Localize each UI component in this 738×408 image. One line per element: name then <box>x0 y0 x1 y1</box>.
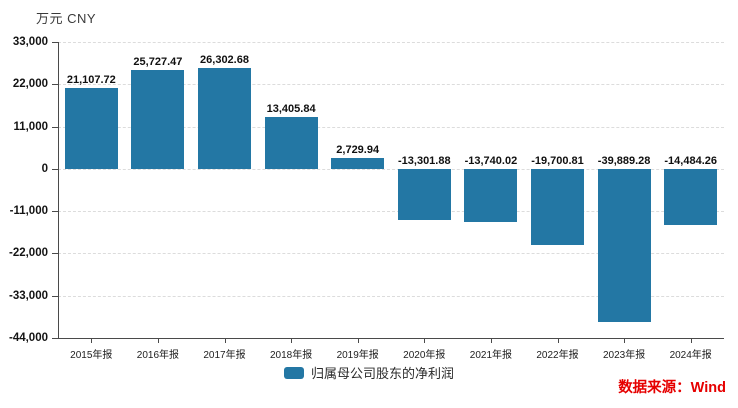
x-tick-label: 2024年报 <box>669 350 712 361</box>
y-axis-tick <box>52 126 58 128</box>
bar-value-label: 26,302.68 <box>200 53 249 66</box>
x-axis-tick <box>157 339 159 343</box>
data-source-label: 数据来源：Wind <box>618 380 726 396</box>
x-axis-tick <box>690 339 692 343</box>
x-axis-tick <box>490 339 492 343</box>
gridline <box>58 211 724 213</box>
x-tick-label: 2015年报 <box>70 350 113 361</box>
bar-value-label: 2,729.94 <box>336 144 380 157</box>
y-tick-label: 0 <box>41 162 48 175</box>
x-axis-tick <box>224 339 226 343</box>
gridline <box>58 295 724 297</box>
bar <box>131 69 185 169</box>
x-tick-label: 2019年报 <box>336 350 379 361</box>
x-tick-label: 2018年报 <box>269 350 313 361</box>
bar-value-label: -13,301.88 <box>397 154 451 167</box>
bar <box>397 168 451 220</box>
x-axis-tick <box>624 339 626 343</box>
y-axis-line <box>58 42 59 338</box>
x-tick-label: 2022年报 <box>536 350 579 361</box>
y-axis-tick <box>52 338 58 339</box>
gridline <box>58 126 724 128</box>
y-tick-label: -11,000 <box>9 205 48 218</box>
gridline <box>58 168 724 170</box>
y-axis-tick <box>52 42 58 43</box>
y-tick-label: 33,000 <box>12 36 48 48</box>
bar-value-label: -14,484.26 <box>664 154 717 167</box>
legend: 归属母公司股东的净利润 <box>0 363 738 382</box>
gridline <box>58 84 724 86</box>
bar <box>597 168 651 323</box>
bar <box>331 158 385 169</box>
x-tick-label: 2020年报 <box>403 350 446 361</box>
y-axis-tick <box>52 253 58 255</box>
x-tick-label: 2023年报 <box>602 350 646 361</box>
bar-value-label: 13,405.84 <box>266 103 316 116</box>
x-axis-tick <box>557 339 559 343</box>
y-tick-label: 11,000 <box>13 120 48 133</box>
y-axis-unit-label: 万元 CNY <box>36 11 97 26</box>
y-tick-label: 22,000 <box>12 78 48 91</box>
x-axis-tick <box>91 339 93 343</box>
y-axis-tick <box>52 295 58 297</box>
y-tick-label: -33,000 <box>8 289 48 302</box>
bar-value-label: 25,727.47 <box>133 55 183 68</box>
x-axis-tick <box>291 339 293 343</box>
y-axis-tick <box>52 84 58 86</box>
bar <box>198 67 251 169</box>
bar-value-label: -19,700.81 <box>531 154 584 167</box>
legend-swatch <box>283 366 304 379</box>
x-tick-label: 2017年报 <box>203 350 246 361</box>
x-axis-tick <box>424 339 426 343</box>
gridline <box>58 253 724 255</box>
y-axis-tick <box>52 168 58 170</box>
bar <box>664 168 718 225</box>
y-axis-tick <box>52 211 58 213</box>
y-tick-label: -22,000 <box>8 247 48 260</box>
x-tick-label: 2016年报 <box>136 350 180 361</box>
bar-value-label: 21,107.72 <box>66 73 116 86</box>
bar <box>64 87 118 169</box>
bar-value-label: -13,740.02 <box>464 154 518 167</box>
x-axis-tick <box>357 339 359 343</box>
x-tick-label: 2021年报 <box>469 350 513 361</box>
gridline <box>58 42 724 43</box>
legend-label: 归属母公司股东的净利润 <box>310 366 454 381</box>
bar <box>531 168 584 245</box>
bar-value-label: -39,889.28 <box>597 154 651 167</box>
bar <box>464 168 518 222</box>
y-tick-label: -44,000 <box>8 332 48 344</box>
bar <box>264 117 318 169</box>
x-axis-line <box>58 338 724 339</box>
